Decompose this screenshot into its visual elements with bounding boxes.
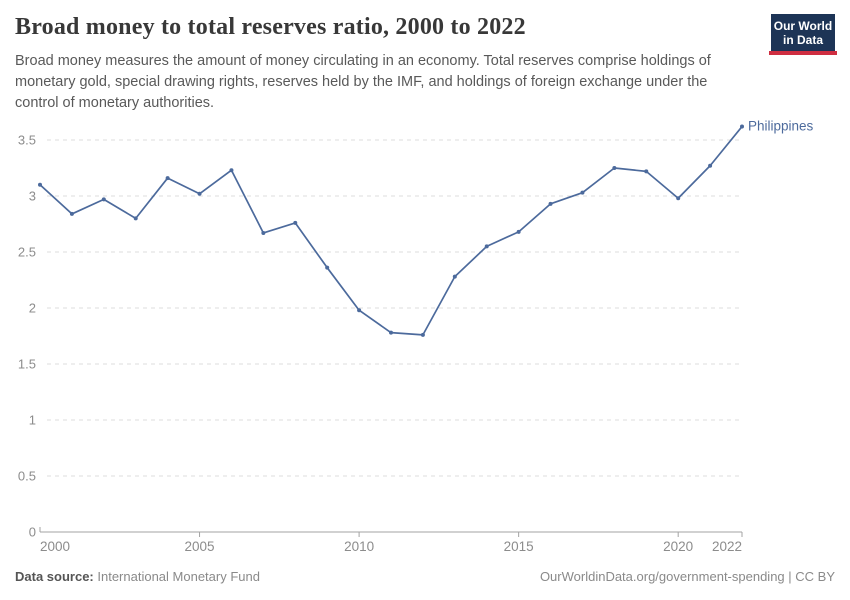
- data-point: [548, 201, 553, 206]
- data-point: [708, 163, 713, 168]
- y-axis-tick-label: 1.5: [18, 357, 36, 372]
- y-axis-tick-label: 0: [29, 525, 36, 540]
- data-point: [293, 220, 298, 225]
- data-point: [197, 191, 202, 196]
- data-point: [357, 308, 362, 313]
- y-axis-tick-label: 3.5: [18, 133, 36, 148]
- data-point: [165, 176, 170, 181]
- x-axis-tick-label: 2015: [504, 539, 534, 554]
- y-axis-tick-label: 3: [29, 189, 36, 204]
- data-point: [229, 168, 234, 173]
- series-label: Philippines: [748, 119, 814, 134]
- data-point: [740, 124, 744, 129]
- x-axis-tick-label: 2005: [185, 539, 215, 554]
- data-point: [133, 216, 138, 221]
- chart-subtitle: Broad money measures the amount of money…: [15, 53, 711, 111]
- y-axis-tick-label: 1: [29, 413, 36, 428]
- owid-logo-line1: Our World: [773, 19, 833, 33]
- owid-logo-box: Our World in Data: [771, 14, 835, 51]
- data-point: [644, 169, 649, 174]
- y-axis-tick-label: 0.5: [18, 469, 36, 484]
- data-point: [484, 244, 489, 249]
- y-axis-tick-label: 2: [29, 301, 36, 316]
- data-point: [420, 332, 425, 337]
- data-point: [389, 330, 393, 335]
- owid-logo: Our World in Data: [769, 14, 837, 55]
- x-axis-tick-label: 2000: [40, 539, 70, 554]
- data-point: [452, 274, 457, 279]
- data-point: [38, 182, 42, 187]
- data-point: [101, 197, 106, 202]
- data-point: [69, 211, 74, 216]
- owid-logo-red-bar: [769, 51, 837, 55]
- trend-line: [39, 125, 743, 336]
- x-axis-tick-label: 2020: [663, 539, 693, 554]
- owid-logo-line2: in Data: [782, 33, 823, 47]
- chart-title: Broad money to total reserves ratio, 200…: [15, 14, 526, 40]
- line-chart: 0 0.5 1 1.5 2 2.5 3 3.5 2000 2005 2010 2015 2020 2022…: [18, 119, 814, 554]
- data-source-label: Data source:: [15, 569, 94, 584]
- data-point: [676, 196, 681, 201]
- data-point: [580, 190, 585, 195]
- data-point: [516, 229, 521, 234]
- data-point: [612, 166, 617, 170]
- data-source: Data source: International Monetary Fund: [15, 569, 260, 584]
- data-point: [325, 265, 330, 270]
- y-axis-tick-label: 2.5: [18, 245, 36, 260]
- credit-link[interactable]: OurWorldinData.org/government-spending |…: [539, 569, 835, 584]
- data-point: [261, 230, 266, 235]
- x-axis-tick-label: 2010: [344, 539, 374, 554]
- x-axis-tick-label: 2022: [712, 539, 742, 554]
- data-source-value: International Monetary Fund: [97, 569, 260, 584]
